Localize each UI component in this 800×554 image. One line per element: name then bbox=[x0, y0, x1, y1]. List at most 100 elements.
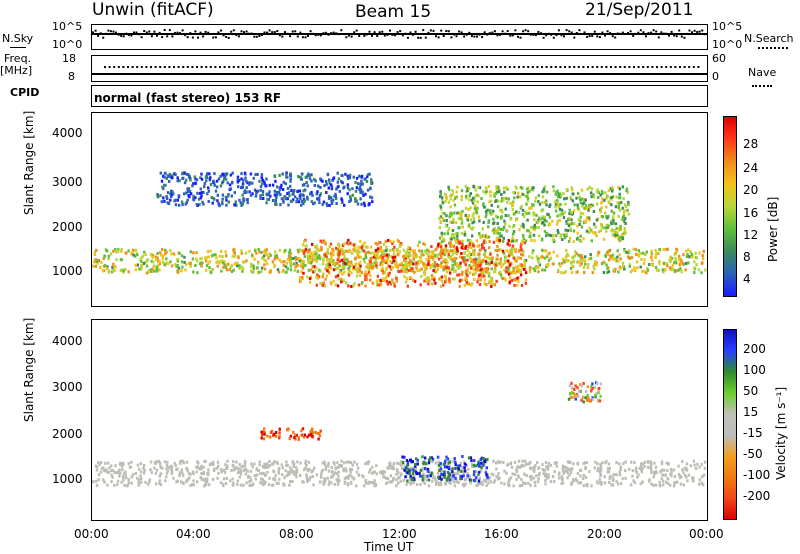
power-cell bbox=[405, 270, 409, 274]
power-cell bbox=[569, 227, 572, 231]
velocity-cell bbox=[304, 459, 308, 463]
power-cell bbox=[512, 239, 516, 243]
power-cell bbox=[218, 204, 221, 208]
power-cell bbox=[575, 270, 578, 274]
power-cell bbox=[543, 215, 546, 219]
power-cell bbox=[259, 185, 263, 189]
power-cell bbox=[475, 239, 478, 243]
velocity-cell bbox=[110, 473, 113, 477]
nsearch-label: N.Search bbox=[744, 32, 794, 45]
power-cell bbox=[685, 255, 689, 259]
power-cell bbox=[538, 263, 542, 267]
power-cell bbox=[519, 185, 523, 189]
power-cell bbox=[595, 234, 598, 238]
velocity-cell bbox=[593, 385, 597, 389]
velocity-cell bbox=[510, 465, 514, 469]
power-cell bbox=[299, 193, 302, 197]
velocity-cell bbox=[343, 461, 346, 465]
nsky-trace-point bbox=[601, 31, 604, 34]
power-cell bbox=[496, 228, 499, 232]
velocity-cell bbox=[330, 470, 334, 473]
velocity-cell bbox=[582, 473, 585, 477]
power-cell bbox=[420, 267, 423, 271]
power-cell bbox=[306, 275, 309, 279]
power-cell bbox=[136, 253, 139, 257]
power-cell bbox=[191, 184, 194, 188]
velocity-cell bbox=[454, 476, 457, 480]
velocity-cell bbox=[272, 432, 276, 436]
power-cell bbox=[581, 202, 585, 206]
nsky-trace-point bbox=[237, 35, 240, 38]
power-cell bbox=[623, 249, 626, 253]
velocity-cell bbox=[541, 463, 544, 467]
power-cell bbox=[488, 246, 491, 250]
power-cell bbox=[359, 190, 362, 194]
nsky-trace-point bbox=[570, 31, 573, 34]
power-cell bbox=[326, 250, 329, 254]
power-cell bbox=[241, 193, 244, 197]
power-cell bbox=[338, 245, 341, 249]
power-cell bbox=[575, 196, 578, 200]
power-cell bbox=[532, 233, 536, 237]
velocity-cell bbox=[565, 466, 569, 470]
velocity-cell bbox=[639, 482, 642, 486]
power-cell bbox=[478, 283, 482, 286]
power-cell bbox=[407, 261, 410, 265]
velocity-cell bbox=[244, 472, 247, 476]
power-cell bbox=[627, 249, 631, 253]
power-cell bbox=[284, 248, 287, 252]
velocity-cell bbox=[284, 469, 287, 473]
power-cell bbox=[273, 263, 276, 267]
power-cell bbox=[472, 272, 476, 276]
power-cell bbox=[680, 270, 683, 274]
velocity-cell bbox=[383, 470, 386, 474]
power-cell bbox=[382, 252, 386, 256]
power-cell bbox=[693, 271, 696, 274]
power-cell bbox=[314, 245, 317, 249]
power-cell bbox=[499, 248, 502, 252]
power-cell bbox=[167, 202, 171, 205]
power-cell bbox=[319, 177, 322, 181]
power-cell bbox=[122, 268, 125, 272]
power-cell bbox=[348, 200, 351, 204]
velocity-cell bbox=[367, 460, 371, 464]
power-cell bbox=[543, 189, 546, 193]
power-cell bbox=[352, 284, 355, 288]
power-cell bbox=[295, 262, 298, 265]
velocity-cell bbox=[158, 479, 162, 483]
power-cell bbox=[554, 203, 558, 207]
power-cell bbox=[249, 172, 253, 176]
velocity-cell bbox=[584, 475, 588, 479]
power-cell bbox=[449, 212, 452, 216]
nave-tick-bottom: 0 bbox=[712, 70, 719, 83]
vcb-tick-15: 15 bbox=[743, 405, 759, 419]
power-cell bbox=[446, 230, 449, 233]
power-cell bbox=[321, 257, 325, 261]
nsky-trace-point bbox=[483, 31, 486, 34]
power-cell bbox=[444, 279, 447, 283]
velocity-cell bbox=[413, 469, 416, 473]
power-cell bbox=[309, 254, 312, 257]
power-cell bbox=[342, 279, 345, 283]
nsky-trace-point bbox=[145, 31, 148, 34]
power-cell bbox=[260, 176, 263, 180]
power-cell bbox=[572, 209, 576, 213]
velocity-cell bbox=[568, 467, 571, 471]
power-cell bbox=[459, 212, 463, 216]
velocity-cell bbox=[475, 464, 478, 468]
power-cell bbox=[471, 221, 474, 225]
power-cell bbox=[620, 233, 624, 236]
power-cell bbox=[156, 195, 159, 199]
velocity-cell bbox=[633, 481, 637, 485]
velocity-cell bbox=[457, 467, 460, 471]
power-cell bbox=[330, 251, 333, 255]
power-cell bbox=[453, 236, 456, 240]
power-cell bbox=[434, 248, 437, 252]
power-cell bbox=[261, 190, 265, 193]
power-cell bbox=[503, 259, 507, 263]
power-cell bbox=[473, 253, 476, 257]
velocity-cell bbox=[131, 473, 135, 477]
power-cell bbox=[618, 208, 622, 212]
power-cell bbox=[456, 234, 459, 238]
power-cell bbox=[346, 192, 349, 196]
